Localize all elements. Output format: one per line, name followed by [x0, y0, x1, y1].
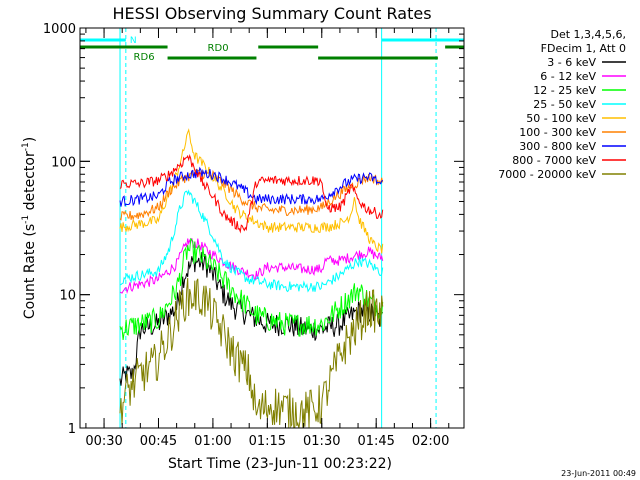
y-axis-label-sup1: -1: [21, 215, 31, 224]
timestamp: 23-Jun-2011 00:49: [561, 469, 636, 478]
series-6-12-kev: [119, 238, 384, 294]
y-axis-label-sup2: -1: [21, 142, 31, 151]
legend-label-300-800-kev: 300 - 800 keV: [519, 140, 596, 153]
legend-label-800-7000-kev: 800 - 7000 keV: [512, 154, 596, 167]
y-axis-label-part2: detector: [22, 151, 38, 215]
x-tick-label: 00:30: [85, 434, 122, 449]
data-layer: N RD0 RD6: [80, 28, 464, 429]
legend-header-line-1: Det 1,3,4,5,6,: [550, 28, 626, 41]
legend-label-6-12-kev: 6 - 12 keV: [540, 70, 596, 83]
legend-label-12-25-kev: 12 - 25 keV: [533, 84, 596, 97]
legend-label-100-300-kev: 100 - 300 keV: [519, 126, 596, 139]
x-tick-label: 02:00: [412, 434, 449, 449]
series-800-7000-kev: [119, 153, 384, 234]
x-axis-label: Start Time (23-Jun-11 00:23:22): [168, 456, 392, 472]
chart-title: HESSI Observing Summary Count Rates: [112, 4, 431, 23]
legend-label-50-100-kev: 50 - 100 keV: [526, 112, 596, 125]
plot-frame: [79, 27, 465, 429]
y-tick-label: 1000: [43, 22, 76, 37]
x-tick-label: 00:45: [140, 434, 177, 449]
legend-label-25-50-kev: 25 - 50 keV: [533, 98, 596, 111]
series-100-300-kev: [119, 168, 384, 221]
series-12-25-kev: [119, 237, 384, 340]
rd-label-rd6: RD6: [134, 52, 155, 63]
y-axis-label: Count Rate (s-1 detector-1): [21, 137, 38, 319]
y-tick-label: 10: [59, 289, 76, 304]
y-axis-label-part3: ): [22, 137, 38, 142]
x-tick-label: 01:00: [194, 434, 231, 449]
x-tick-label: 01:15: [249, 434, 286, 449]
series-7000-20000-kev: [119, 277, 384, 429]
y-tick-label: 1: [68, 422, 76, 437]
legend-label-3-6-kev: 3 - 6 keV: [547, 56, 596, 69]
axis-layer: 1 10 100 1000 00:30 00:45 01:00 01:15 01:30 01:45…: [43, 22, 464, 449]
y-axis-label-part1: Count Rate (s: [22, 224, 38, 319]
legend-label-7000-20000-kev: 7000 - 20000 keV: [498, 168, 596, 181]
series-25-50-kev: [119, 189, 384, 293]
series-300-800-kev: [119, 166, 384, 207]
series-50-100-kev: [119, 128, 384, 254]
legend-header-line-2: FDecim 1, Att 0: [541, 42, 626, 55]
series-3-6-kev: [119, 251, 384, 386]
y-tick-label: 100: [51, 155, 76, 170]
x-tick-label: 01:30: [303, 434, 340, 449]
x-tick-label: 01:45: [357, 434, 394, 449]
saa-label: N: [130, 36, 137, 46]
legend: Det 1,3,4,5,6,FDecim 1, Att 03 - 6 keV6 …: [498, 28, 626, 181]
rd-label-rd0: RD0: [208, 43, 229, 54]
